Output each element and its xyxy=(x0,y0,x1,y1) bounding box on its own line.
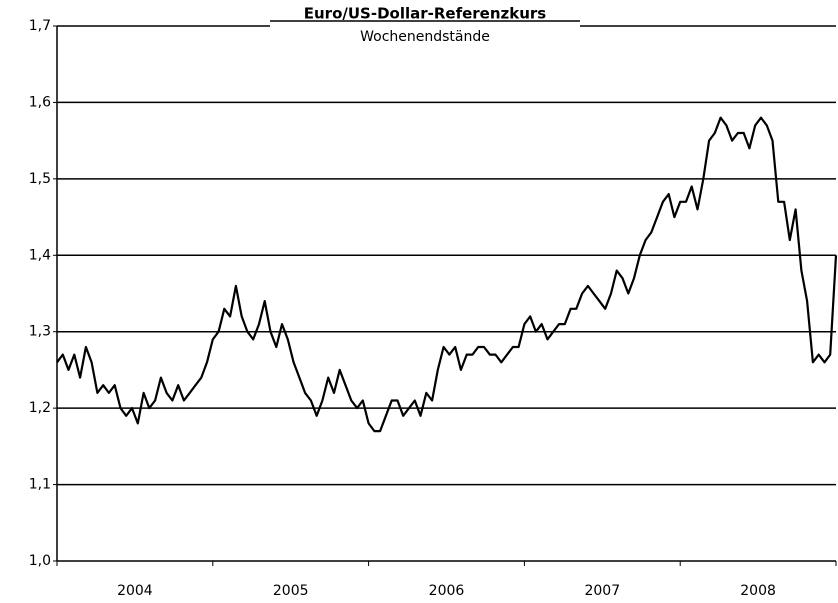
y-tick-label: 1,4 xyxy=(29,247,51,263)
y-tick-label: 1,6 xyxy=(29,94,51,110)
y-tick-label: 1,2 xyxy=(29,400,51,416)
y-tick-label: 1,0 xyxy=(29,553,51,569)
y-tick-label: 1,3 xyxy=(29,324,51,340)
x-tick-label: 2007 xyxy=(584,583,620,599)
chart-subtitle: Wochenendstände xyxy=(360,29,490,45)
y-tick-label: 1,7 xyxy=(29,18,51,34)
line xyxy=(56,116,838,433)
y-tick-label: 1,5 xyxy=(29,171,51,187)
x-tick-label: 2005 xyxy=(273,583,309,599)
x-tick-label: 2006 xyxy=(429,583,465,599)
y-tick-label: 1,1 xyxy=(29,477,51,493)
x-tick-label: 2008 xyxy=(740,583,776,599)
title-background xyxy=(270,4,580,46)
x-tick-label: 2004 xyxy=(117,583,153,599)
chart-title: Euro/US-Dollar-Referenzkurs xyxy=(304,5,547,23)
